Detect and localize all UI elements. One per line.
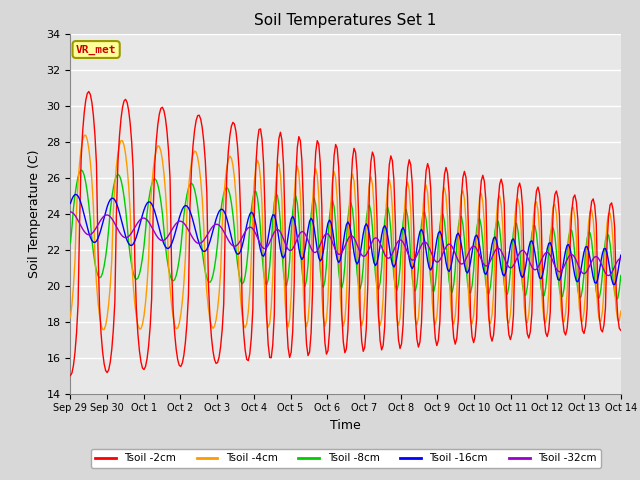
X-axis label: Time: Time xyxy=(330,419,361,432)
Text: VR_met: VR_met xyxy=(76,44,116,55)
Legend: Tsoil -2cm, Tsoil -4cm, Tsoil -8cm, Tsoil -16cm, Tsoil -32cm: Tsoil -2cm, Tsoil -4cm, Tsoil -8cm, Tsoi… xyxy=(90,449,601,468)
Y-axis label: Soil Temperature (C): Soil Temperature (C) xyxy=(28,149,41,278)
Title: Soil Temperatures Set 1: Soil Temperatures Set 1 xyxy=(255,13,436,28)
